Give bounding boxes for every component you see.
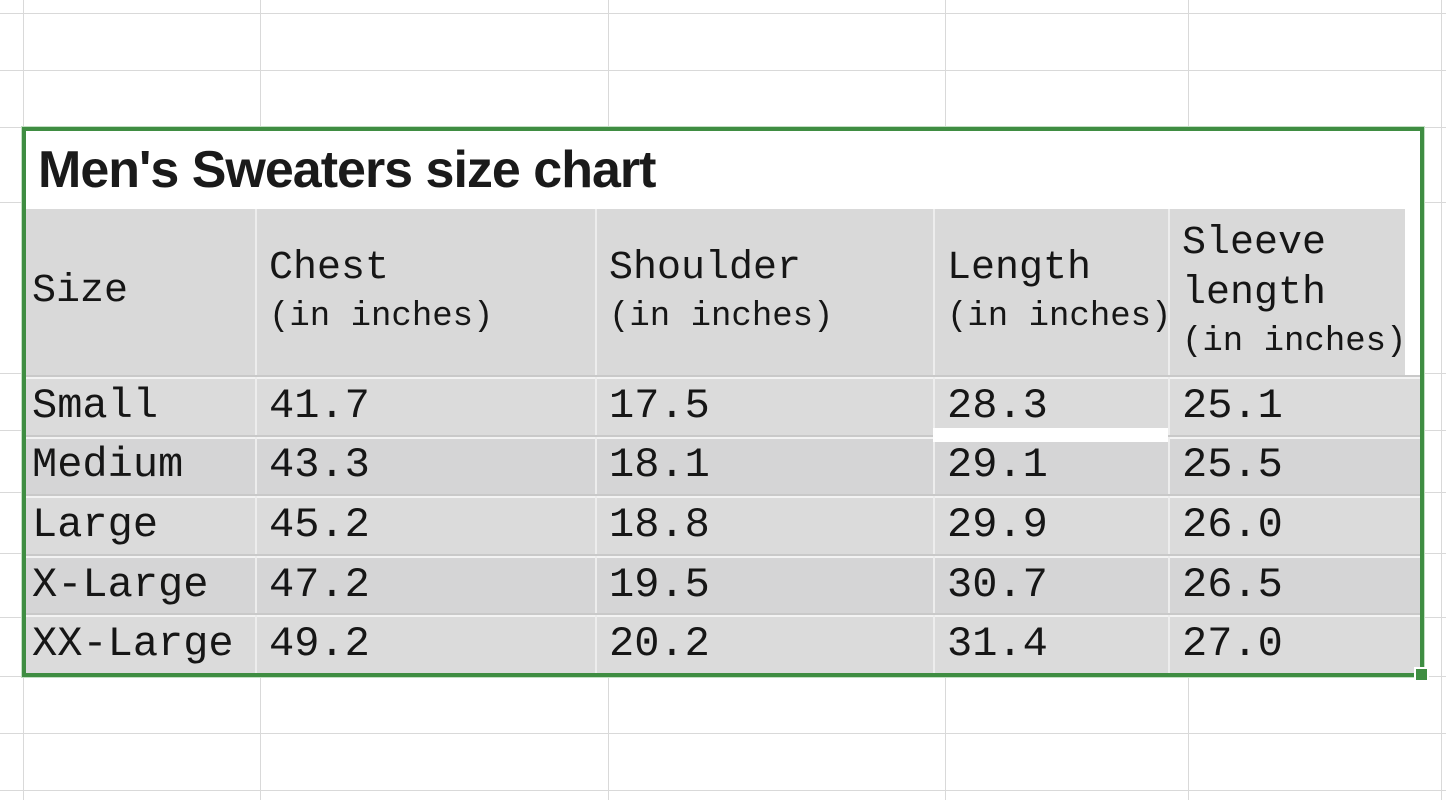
cell-chest[interactable]: 47.2 xyxy=(255,555,595,614)
header-cell-length[interactable]: Length (in inches) xyxy=(933,209,1168,375)
cell-size[interactable]: Medium xyxy=(32,441,184,490)
table-row-large: Large 45.2 18.8 29.9 26.0 xyxy=(26,494,1420,554)
header-sublabel: (in inches) xyxy=(947,298,1168,336)
cell-chest[interactable]: 41.7 xyxy=(255,377,595,435)
header-sublabel: (in inches) xyxy=(1182,323,1407,361)
white-gap-length-column xyxy=(933,428,1168,442)
cell-shoulder[interactable]: 20.2 xyxy=(595,615,933,673)
cell-shoulder[interactable]: 18.8 xyxy=(595,496,933,554)
table-header-row: Size Chest (in inches) Shoulder (in inch… xyxy=(26,209,1420,375)
cell-sleeve[interactable]: 26.5 xyxy=(1168,555,1420,614)
header-label: Sleeve length xyxy=(1182,221,1327,316)
gridline-horizontal xyxy=(0,70,1446,71)
table-row-x-large: X-Large 47.2 19.5 30.7 26.5 xyxy=(26,553,1420,614)
cell-sleeve[interactable]: 26.0 xyxy=(1168,496,1420,554)
header-cell-sleeve-length[interactable]: Sleeve length (in inches) xyxy=(1168,209,1420,375)
cell-length[interactable]: 28.3 xyxy=(933,377,1168,435)
cell-size[interactable]: X-Large xyxy=(32,560,209,609)
cell-shoulder[interactable]: 17.5 xyxy=(595,377,933,435)
cell-chest[interactable]: 45.2 xyxy=(255,496,595,554)
gridline-horizontal xyxy=(0,790,1446,791)
cell-sleeve[interactable]: 27.0 xyxy=(1168,615,1420,673)
cell-chest[interactable]: 43.3 xyxy=(255,436,595,495)
cell-size[interactable]: Large xyxy=(32,500,159,549)
table-row-small: Small 41.7 17.5 28.3 25.1 xyxy=(26,375,1420,435)
cell-shoulder[interactable]: 18.1 xyxy=(595,436,933,495)
table-row-xx-large: XX-Large 49.2 20.2 31.4 27.0 xyxy=(26,613,1420,673)
cell-length[interactable]: 29.9 xyxy=(933,496,1168,554)
cell-chest[interactable]: 49.2 xyxy=(255,615,595,673)
header-cell-chest[interactable]: Chest (in inches) xyxy=(255,209,595,375)
gridline-horizontal xyxy=(0,13,1446,14)
size-chart-selected-range[interactable]: Men's Sweaters size chart Size Chest (in… xyxy=(22,127,1429,682)
table-title-row[interactable]: Men's Sweaters size chart xyxy=(26,131,1420,209)
header-sublabel: (in inches) xyxy=(269,298,494,336)
header-label: Shoulder xyxy=(609,246,802,291)
white-gap-header-right xyxy=(1405,209,1420,375)
header-sublabel: (in inches) xyxy=(609,298,834,336)
header-label: Size xyxy=(32,269,129,314)
header-label: Chest xyxy=(269,246,390,291)
table-body: Small 41.7 17.5 28.3 25.1 Medium 43.3 18… xyxy=(26,375,1420,673)
cell-size[interactable]: Small xyxy=(32,381,159,430)
cell-sleeve[interactable]: 25.5 xyxy=(1168,436,1420,495)
cell-shoulder[interactable]: 19.5 xyxy=(595,555,933,614)
cell-length[interactable]: 31.4 xyxy=(933,615,1168,673)
header-label: Length xyxy=(947,246,1092,291)
cell-size[interactable]: XX-Large xyxy=(32,620,234,669)
table-row-medium: Medium 43.3 18.1 29.1 25.5 xyxy=(26,434,1420,495)
selection-fill-handle[interactable] xyxy=(1414,667,1429,682)
header-cell-size[interactable]: Size xyxy=(26,209,255,375)
header-cell-shoulder[interactable]: Shoulder (in inches) xyxy=(595,209,933,375)
gridline-vertical xyxy=(1441,0,1442,800)
table-title: Men's Sweaters size chart xyxy=(38,141,656,199)
cell-length[interactable]: 29.1 xyxy=(933,436,1168,495)
cell-length[interactable]: 30.7 xyxy=(933,555,1168,614)
cell-sleeve[interactable]: 25.1 xyxy=(1168,377,1420,435)
gridline-horizontal xyxy=(0,733,1446,734)
